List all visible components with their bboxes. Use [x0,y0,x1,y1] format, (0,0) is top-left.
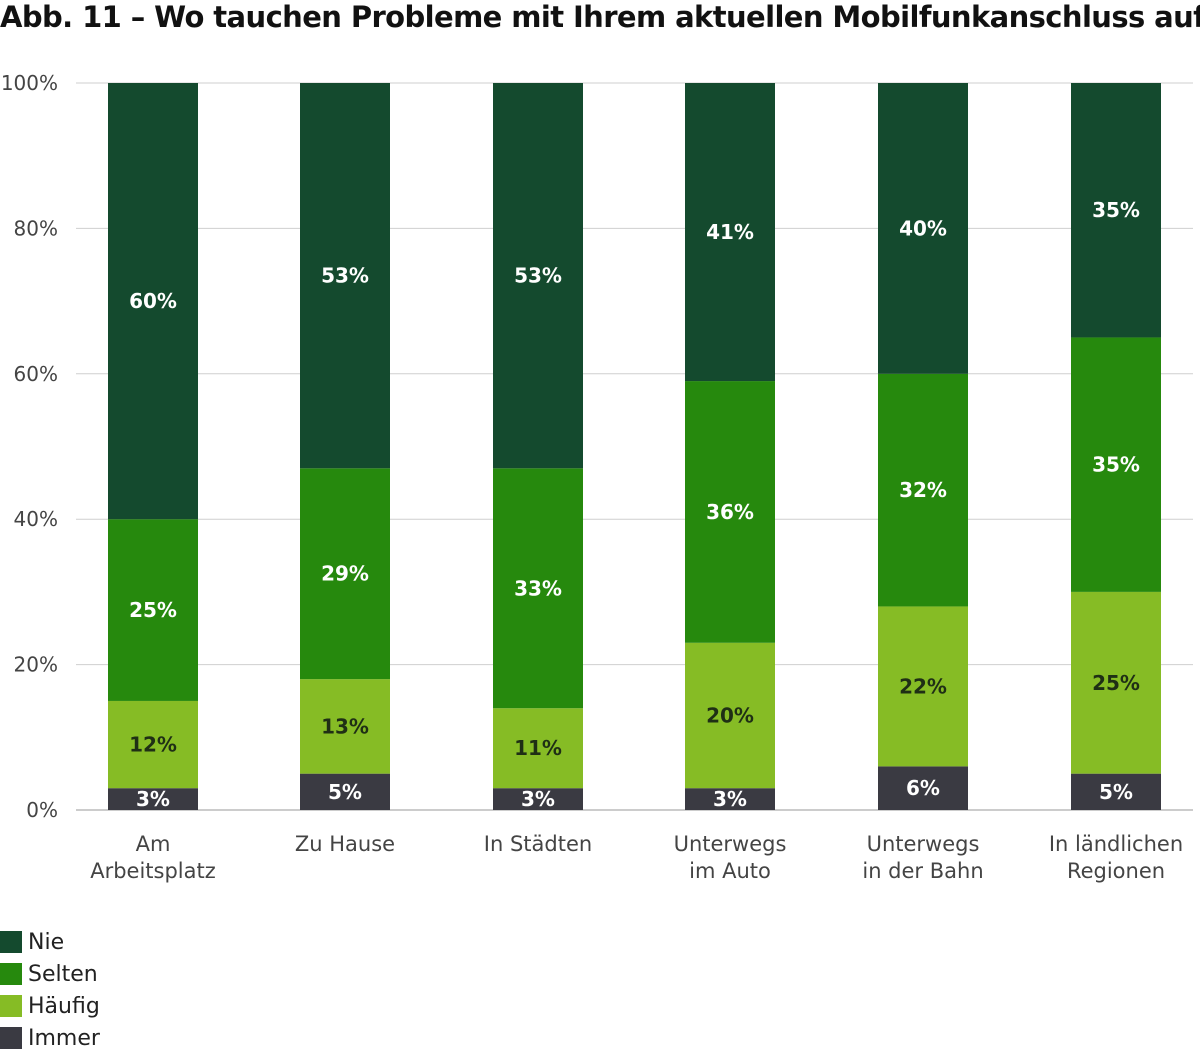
x-tick-label: In Städten [484,832,592,856]
bar-segment-selten [300,468,390,680]
legend-item-selten: Selten [0,958,100,990]
x-tick-label: Am [136,832,171,856]
bar-segment-selten [1071,337,1161,592]
legend-label: Selten [28,961,98,987]
bar-segment-selten [878,373,968,607]
x-tick-label: Arbeitsplatz [90,859,216,883]
data-label: 11% [514,736,562,760]
bar-segment-nie [108,83,198,520]
y-tick-label: 100% [1,71,58,95]
data-label: 32% [899,478,947,502]
bar-segment-hufig [108,700,198,789]
data-label: 41% [706,220,754,244]
bar-segment-nie [685,83,775,382]
data-label: 12% [129,733,177,757]
legend-label: Nie [28,929,65,955]
data-label: 20% [706,703,754,727]
bar-segment-immer [300,773,390,810]
legend-label: Häufig [28,993,100,1019]
data-label: 22% [899,674,947,698]
bar-segment-nie [1071,83,1161,338]
bar-segment-hufig [1071,591,1161,774]
data-label: 29% [321,562,369,586]
x-tick-label: Zu Hause [295,832,395,856]
y-tick-label: 80% [14,216,58,240]
bar-segment-immer [878,766,968,810]
y-tick-label: 40% [14,507,58,531]
y-tick-label: 60% [14,362,58,386]
bar-segment-immer [108,788,198,810]
data-label: 3% [521,787,555,811]
y-tick-label: 20% [14,653,58,677]
data-label: 60% [129,289,177,313]
stacked-bar-chart: 0% 20% 40% 60% 80% 100% 3% 12% 25% 60% Am Arbeitspl… [1,71,1193,883]
bar-segment-nie [493,83,583,469]
bar-segment-hufig [493,708,583,789]
data-label: 40% [899,216,947,240]
data-label: 33% [514,576,562,600]
legend-item-hufig: Häufig [0,990,100,1022]
x-tick-label: Unterwegs [674,832,787,856]
legend-item-nie: Nie [0,926,100,958]
data-label: 5% [328,780,362,804]
data-label: 35% [1092,453,1140,477]
bar-segment-selten [493,468,583,709]
chart-title: Abb. 11 – Wo tauchen Probleme mit Ihrem … [0,0,1200,34]
data-label: 3% [713,787,747,811]
data-label: 25% [1092,671,1140,695]
bar-segment-immer [685,788,775,810]
data-label: 6% [906,776,940,800]
bar-segment-immer [493,788,583,810]
legend-swatch [0,931,22,953]
data-label: 25% [129,598,177,622]
bar-segment-immer [1071,773,1161,810]
x-tick-label: Regionen [1067,859,1165,883]
legend-swatch [0,963,22,985]
y-tick-label: 0% [26,798,58,822]
legend-item-immer: Immer [0,1022,100,1054]
legend-swatch [0,1027,22,1049]
data-label: 35% [1092,198,1140,222]
data-label: 53% [514,264,562,288]
bar-segment-selten [685,381,775,643]
x-tick-label: Unterwegs [867,832,980,856]
data-label: 3% [136,787,170,811]
x-tick-label: in der Bahn [862,859,983,883]
bar-segment-nie [300,83,390,469]
bar-segment-hufig [300,679,390,774]
data-label: 5% [1099,780,1133,804]
bar-segment-hufig [878,606,968,767]
bar-segment-selten [108,519,198,701]
bar-segment-hufig [685,642,775,789]
x-tick-label: im Auto [689,859,771,883]
legend-label: Immer [28,1025,100,1051]
legend-swatch [0,995,22,1017]
data-label: 13% [321,714,369,738]
x-tick-label: In ländlichen [1049,832,1183,856]
chart-legend: Nie Selten Häufig Immer [0,926,100,1054]
data-label: 53% [321,264,369,288]
data-label: 36% [706,500,754,524]
bar-segment-nie [878,83,968,374]
